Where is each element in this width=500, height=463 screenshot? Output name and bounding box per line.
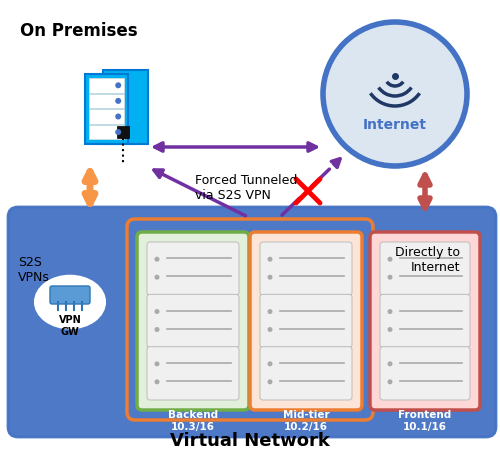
FancyBboxPatch shape: [147, 243, 239, 296]
Text: Internet: Internet: [363, 118, 427, 131]
FancyBboxPatch shape: [380, 243, 470, 296]
Text: VPN
GW: VPN GW: [58, 314, 82, 336]
Circle shape: [115, 130, 121, 136]
FancyBboxPatch shape: [89, 110, 124, 125]
FancyBboxPatch shape: [8, 207, 496, 437]
FancyArrowPatch shape: [154, 170, 246, 216]
FancyBboxPatch shape: [260, 243, 352, 296]
Text: Backend
10.3/16: Backend 10.3/16: [168, 409, 218, 431]
FancyBboxPatch shape: [260, 347, 352, 400]
FancyArrowPatch shape: [85, 172, 95, 204]
Circle shape: [154, 309, 160, 314]
Ellipse shape: [35, 276, 105, 329]
FancyBboxPatch shape: [370, 232, 480, 410]
FancyBboxPatch shape: [85, 75, 128, 145]
FancyBboxPatch shape: [117, 127, 129, 139]
Circle shape: [268, 275, 272, 280]
Text: On Premises: On Premises: [20, 22, 138, 40]
Circle shape: [154, 362, 160, 367]
Circle shape: [388, 275, 392, 280]
Circle shape: [268, 380, 272, 385]
Circle shape: [268, 327, 272, 332]
FancyBboxPatch shape: [147, 347, 239, 400]
FancyBboxPatch shape: [89, 125, 124, 140]
FancyBboxPatch shape: [103, 71, 148, 144]
Circle shape: [115, 99, 121, 105]
FancyArrowPatch shape: [154, 144, 316, 152]
Text: Forced Tunneled
via S2S VPN: Forced Tunneled via S2S VPN: [195, 174, 298, 201]
Circle shape: [268, 309, 272, 314]
Text: Mid-tier
10.2/16: Mid-tier 10.2/16: [282, 409, 330, 431]
Text: Directly to
Internet: Directly to Internet: [395, 245, 460, 274]
Circle shape: [323, 23, 467, 167]
Circle shape: [268, 257, 272, 262]
FancyBboxPatch shape: [250, 232, 362, 410]
FancyBboxPatch shape: [147, 294, 239, 348]
Text: S2S
VPNs: S2S VPNs: [18, 256, 50, 283]
Text: Virtual Network: Virtual Network: [170, 431, 330, 449]
FancyArrowPatch shape: [420, 175, 430, 208]
Circle shape: [388, 257, 392, 262]
FancyBboxPatch shape: [380, 294, 470, 348]
Circle shape: [388, 380, 392, 385]
Circle shape: [154, 327, 160, 332]
FancyBboxPatch shape: [137, 232, 249, 410]
Circle shape: [115, 83, 121, 89]
Text: Frontend
10.1/16: Frontend 10.1/16: [398, 409, 452, 431]
FancyBboxPatch shape: [89, 94, 124, 109]
FancyBboxPatch shape: [89, 79, 124, 94]
FancyBboxPatch shape: [260, 294, 352, 348]
Circle shape: [154, 380, 160, 385]
Circle shape: [115, 114, 121, 120]
Circle shape: [388, 309, 392, 314]
FancyBboxPatch shape: [50, 287, 90, 304]
Circle shape: [154, 257, 160, 262]
FancyBboxPatch shape: [380, 347, 470, 400]
Circle shape: [268, 362, 272, 367]
Circle shape: [388, 327, 392, 332]
Circle shape: [388, 362, 392, 367]
FancyArrowPatch shape: [282, 159, 340, 216]
Circle shape: [154, 275, 160, 280]
